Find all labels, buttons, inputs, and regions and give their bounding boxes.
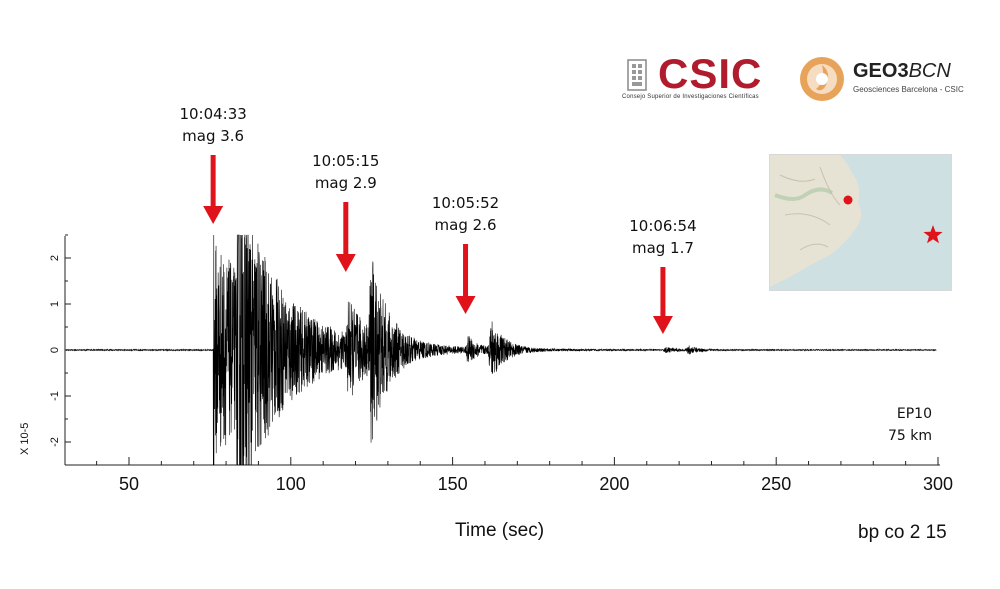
event-arrows (203, 155, 673, 334)
y-axis-label: X 10-5 (19, 422, 31, 455)
geo3bcn-italic: BCN (908, 60, 951, 82)
x-tick-label: 250 (761, 474, 791, 494)
event-time: 10:04:33 (179, 105, 247, 123)
epicenter-star-icon (923, 225, 943, 244)
y-tick-label: 2 (49, 255, 61, 261)
event-time: 10:05:15 (312, 152, 380, 170)
station-name: EP10 (896, 406, 932, 422)
geo3bcn-logo-icon (800, 57, 844, 101)
x-tick-label: 150 (438, 474, 468, 494)
event-arrow (652, 267, 673, 334)
event-arrow (203, 155, 224, 224)
y-tick-label: -1 (49, 391, 61, 401)
event-label: 10:05:52 mag 2.6 (416, 192, 516, 236)
station-info: EP10 75 km (888, 403, 932, 447)
event-arrow (455, 244, 476, 314)
ticks: 50 100 150 200 250 300 -2 -1 0 1 2 (49, 234, 953, 494)
station-marker-icon (843, 195, 853, 205)
event-magnitude: mag 1.7 (631, 239, 694, 257)
station-distance: 75 km (887, 428, 932, 444)
seismic-waveform (65, 234, 937, 466)
csic-emblem-icon (627, 59, 647, 91)
x-tick-label: 100 (276, 474, 306, 494)
event-time: 10:06:54 (629, 217, 697, 235)
seismic-trace (65, 234, 937, 466)
y-tick-label: -2 (49, 437, 61, 447)
x-axis-label: Time (sec) (455, 520, 545, 541)
event-time: 10:05:52 (431, 194, 500, 212)
geo3bcn-logo-text: GEO3BCN (853, 60, 951, 83)
csic-logo-text: CSIC (658, 50, 763, 97)
institution-logos: CSIC Consejo Superior de Investigaciones… (620, 52, 970, 106)
map-drawing (770, 155, 951, 290)
geo3bcn-subtitle: Geosciences Barcelona - CSIC (853, 85, 964, 94)
csic-logo-subtitle: Consejo Superior de Investigaciones Cien… (622, 94, 759, 100)
event-magnitude: mag 3.6 (182, 127, 245, 145)
x-tick-label: 300 (923, 474, 953, 494)
geo3bcn-bold: GEO3 (853, 60, 909, 82)
event-label: 10:05:15 mag 2.9 (296, 150, 396, 194)
event-label: 10:04:33 mag 3.6 (163, 103, 263, 147)
event-label: 10:06:54 mag 1.7 (613, 215, 713, 259)
event-arrow (335, 202, 356, 272)
x-tick-label: 50 (119, 474, 139, 494)
filter-label: bp co 2 15 (858, 522, 947, 543)
location-map (769, 154, 952, 291)
x-tick-label: 200 (599, 474, 629, 494)
y-tick-label: 1 (49, 301, 61, 307)
event-magnitude: mag 2.6 (434, 216, 497, 234)
event-magnitude: mag 2.9 (314, 174, 377, 192)
y-tick-label: 0 (49, 347, 61, 353)
